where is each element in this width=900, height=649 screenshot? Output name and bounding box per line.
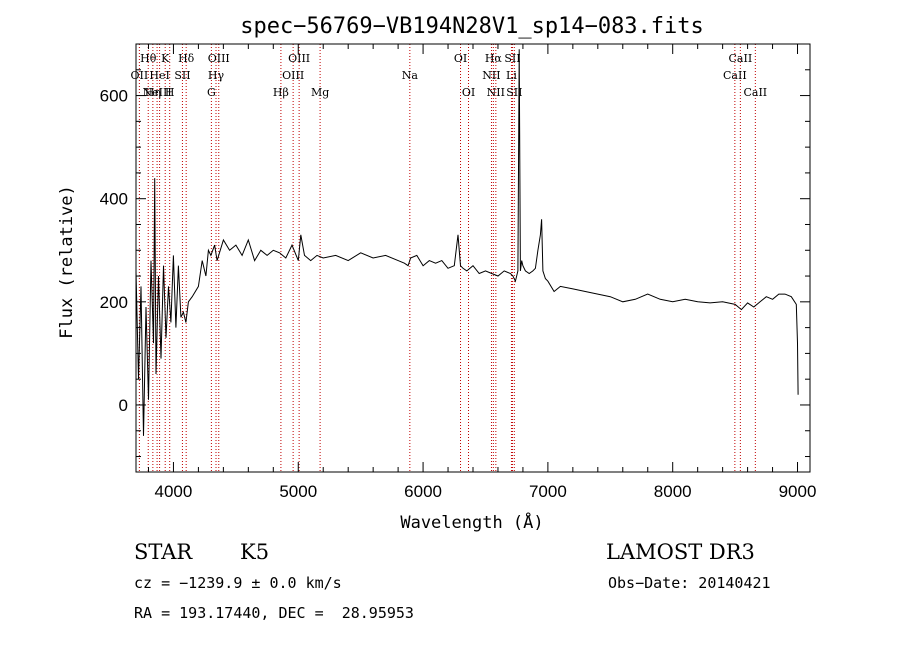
object-class: STAR: [134, 540, 193, 564]
emission-line-label: G: [207, 86, 216, 99]
emission-line-label: Hθ: [140, 52, 157, 65]
y-tick-label: 0: [119, 396, 128, 415]
y-tick-label: 600: [100, 87, 128, 106]
emission-line-label: OIII: [288, 52, 310, 65]
x-tick-label: 9000: [779, 482, 817, 501]
x-tick-label: 4000: [155, 482, 193, 501]
emission-line-label: Mg: [311, 86, 329, 99]
emission-line-label: SII: [174, 69, 190, 82]
emission-line-label: SII: [504, 52, 520, 65]
survey-name: LAMOST DR3: [606, 540, 755, 564]
emission-line-label: CaII: [723, 69, 747, 82]
y-tick-label: 400: [100, 190, 128, 209]
object-subclass: K5: [240, 540, 270, 564]
emission-line-label: Li: [506, 69, 517, 82]
emission-line-label: OIII: [208, 52, 230, 65]
emission-line-label: Hγ: [208, 69, 225, 82]
plot-frame: [135, 43, 811, 473]
emission-line-label: SII: [506, 86, 522, 99]
obs-date: Obs−Date: 20140421: [608, 574, 771, 592]
x-tick-label: 7000: [529, 482, 567, 501]
x-axis-label: Wavelength (Å): [400, 511, 543, 533]
emission-line-label: OI: [454, 52, 467, 65]
spectrum-line: [135, 49, 799, 436]
emission-line-label: Hδ: [178, 52, 195, 65]
redshift-line: cz = −1239.9 ± 0.0 km/s: [134, 574, 342, 592]
chart-title: spec−56769−VB194N28V1_sp14−083.fits: [240, 14, 704, 39]
emission-line-label: OII: [131, 69, 149, 82]
x-tick-label: 8000: [654, 482, 692, 501]
emission-lines: [138, 44, 756, 472]
emission-line-label: K: [161, 52, 170, 65]
emission-line-label: NII: [487, 86, 505, 99]
emission-line-label: OI: [462, 86, 475, 99]
coordinates: RA = 193.17440, DEC = 28.95953: [134, 604, 414, 622]
emission-line-label: CaII: [743, 86, 767, 99]
emission-line-label: Hβ: [273, 86, 289, 99]
y-axis-label: Flux (relative): [57, 185, 77, 339]
x-axis-ticks: 4000 5000 6000 7000 8000 9000: [147, 44, 817, 501]
emission-line-label: H: [165, 86, 175, 99]
emission-line-label: NeIII: [143, 86, 172, 99]
emission-line-label: NII: [482, 69, 500, 82]
y-tick-label: 200: [100, 293, 128, 312]
x-tick-label: 5000: [279, 482, 317, 501]
emission-line-label: OIII: [282, 69, 304, 82]
emission-line-label: Hα: [485, 52, 503, 65]
emission-line-label: Na: [402, 69, 419, 82]
emission-line-label: HeI: [149, 69, 169, 82]
emission-line-label: CaII: [729, 52, 753, 65]
x-tick-label: 6000: [404, 482, 442, 501]
y-axis-ticks: 0 200 400 600: [100, 43, 810, 458]
emission-line-label: Hη: [145, 86, 161, 99]
